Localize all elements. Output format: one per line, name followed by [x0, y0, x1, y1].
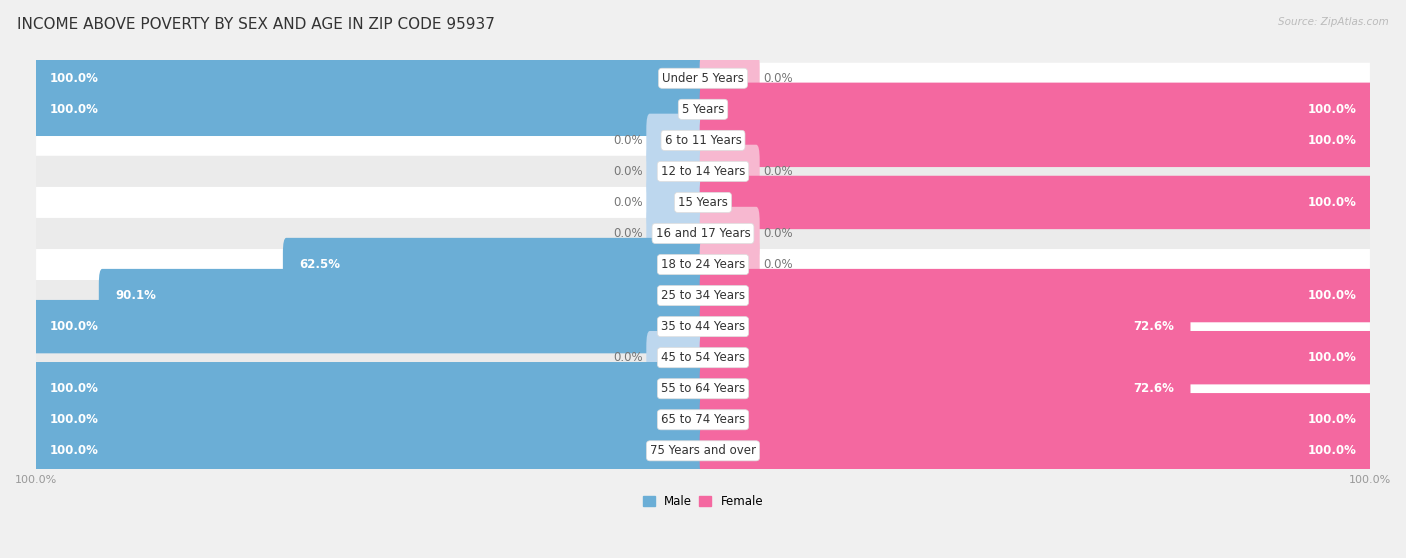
- FancyBboxPatch shape: [37, 94, 1369, 125]
- FancyBboxPatch shape: [32, 424, 706, 478]
- Text: 0.0%: 0.0%: [763, 72, 793, 85]
- Text: 100.0%: 100.0%: [1308, 444, 1357, 458]
- FancyBboxPatch shape: [37, 218, 1369, 249]
- FancyBboxPatch shape: [98, 269, 706, 323]
- Text: 0.0%: 0.0%: [763, 258, 793, 271]
- FancyBboxPatch shape: [700, 83, 1374, 136]
- Text: 55 to 64 Years: 55 to 64 Years: [661, 382, 745, 395]
- Text: 6 to 11 Years: 6 to 11 Years: [665, 134, 741, 147]
- Text: 100.0%: 100.0%: [1308, 289, 1357, 302]
- FancyBboxPatch shape: [37, 435, 1369, 466]
- FancyBboxPatch shape: [37, 404, 1369, 435]
- Text: 45 to 54 Years: 45 to 54 Years: [661, 351, 745, 364]
- FancyBboxPatch shape: [37, 249, 1369, 280]
- FancyBboxPatch shape: [37, 156, 1369, 187]
- Text: 15 Years: 15 Years: [678, 196, 728, 209]
- FancyBboxPatch shape: [37, 62, 1369, 94]
- Text: 16 and 17 Years: 16 and 17 Years: [655, 227, 751, 240]
- Text: 100.0%: 100.0%: [1308, 413, 1357, 426]
- Text: 72.6%: 72.6%: [1133, 382, 1174, 395]
- FancyBboxPatch shape: [700, 331, 1374, 384]
- FancyBboxPatch shape: [700, 300, 1191, 353]
- Text: 100.0%: 100.0%: [1308, 103, 1357, 116]
- FancyBboxPatch shape: [32, 362, 706, 415]
- Text: 100.0%: 100.0%: [49, 320, 98, 333]
- FancyBboxPatch shape: [32, 83, 706, 136]
- Text: 65 to 74 Years: 65 to 74 Years: [661, 413, 745, 426]
- Text: 75 Years and over: 75 Years and over: [650, 444, 756, 458]
- FancyBboxPatch shape: [700, 238, 759, 291]
- FancyBboxPatch shape: [700, 424, 1374, 478]
- FancyBboxPatch shape: [700, 145, 759, 198]
- Text: 0.0%: 0.0%: [763, 227, 793, 240]
- FancyBboxPatch shape: [700, 393, 1374, 446]
- Text: 100.0%: 100.0%: [49, 72, 98, 85]
- Text: 25 to 34 Years: 25 to 34 Years: [661, 289, 745, 302]
- Text: 90.1%: 90.1%: [115, 289, 156, 302]
- FancyBboxPatch shape: [700, 114, 1374, 167]
- Text: Under 5 Years: Under 5 Years: [662, 72, 744, 85]
- FancyBboxPatch shape: [32, 300, 706, 353]
- Text: 35 to 44 Years: 35 to 44 Years: [661, 320, 745, 333]
- FancyBboxPatch shape: [37, 342, 1369, 373]
- FancyBboxPatch shape: [37, 280, 1369, 311]
- Text: 0.0%: 0.0%: [613, 227, 643, 240]
- Text: 0.0%: 0.0%: [613, 165, 643, 178]
- Text: 62.5%: 62.5%: [299, 258, 340, 271]
- FancyBboxPatch shape: [647, 331, 706, 384]
- Text: 18 to 24 Years: 18 to 24 Years: [661, 258, 745, 271]
- FancyBboxPatch shape: [32, 393, 706, 446]
- FancyBboxPatch shape: [700, 362, 1191, 415]
- FancyBboxPatch shape: [700, 51, 759, 105]
- Text: 100.0%: 100.0%: [49, 444, 98, 458]
- Text: 0.0%: 0.0%: [763, 165, 793, 178]
- Text: Source: ZipAtlas.com: Source: ZipAtlas.com: [1278, 17, 1389, 27]
- FancyBboxPatch shape: [37, 373, 1369, 404]
- FancyBboxPatch shape: [700, 176, 1374, 229]
- FancyBboxPatch shape: [647, 207, 706, 260]
- Text: 0.0%: 0.0%: [613, 134, 643, 147]
- Text: 100.0%: 100.0%: [49, 413, 98, 426]
- FancyBboxPatch shape: [37, 311, 1369, 342]
- Legend: Male, Female: Male, Female: [638, 490, 768, 513]
- FancyBboxPatch shape: [283, 238, 706, 291]
- FancyBboxPatch shape: [700, 269, 1374, 323]
- Text: 100.0%: 100.0%: [1308, 134, 1357, 147]
- Text: 12 to 14 Years: 12 to 14 Years: [661, 165, 745, 178]
- Text: 100.0%: 100.0%: [49, 103, 98, 116]
- Text: 0.0%: 0.0%: [613, 196, 643, 209]
- Text: 100.0%: 100.0%: [49, 382, 98, 395]
- FancyBboxPatch shape: [647, 145, 706, 198]
- Text: INCOME ABOVE POVERTY BY SEX AND AGE IN ZIP CODE 95937: INCOME ABOVE POVERTY BY SEX AND AGE IN Z…: [17, 17, 495, 32]
- FancyBboxPatch shape: [700, 207, 759, 260]
- FancyBboxPatch shape: [37, 125, 1369, 156]
- FancyBboxPatch shape: [32, 51, 706, 105]
- Text: 72.6%: 72.6%: [1133, 320, 1174, 333]
- Text: 100.0%: 100.0%: [1308, 351, 1357, 364]
- Text: 5 Years: 5 Years: [682, 103, 724, 116]
- FancyBboxPatch shape: [647, 114, 706, 167]
- FancyBboxPatch shape: [37, 187, 1369, 218]
- Text: 0.0%: 0.0%: [613, 351, 643, 364]
- FancyBboxPatch shape: [647, 176, 706, 229]
- Text: 100.0%: 100.0%: [1308, 196, 1357, 209]
